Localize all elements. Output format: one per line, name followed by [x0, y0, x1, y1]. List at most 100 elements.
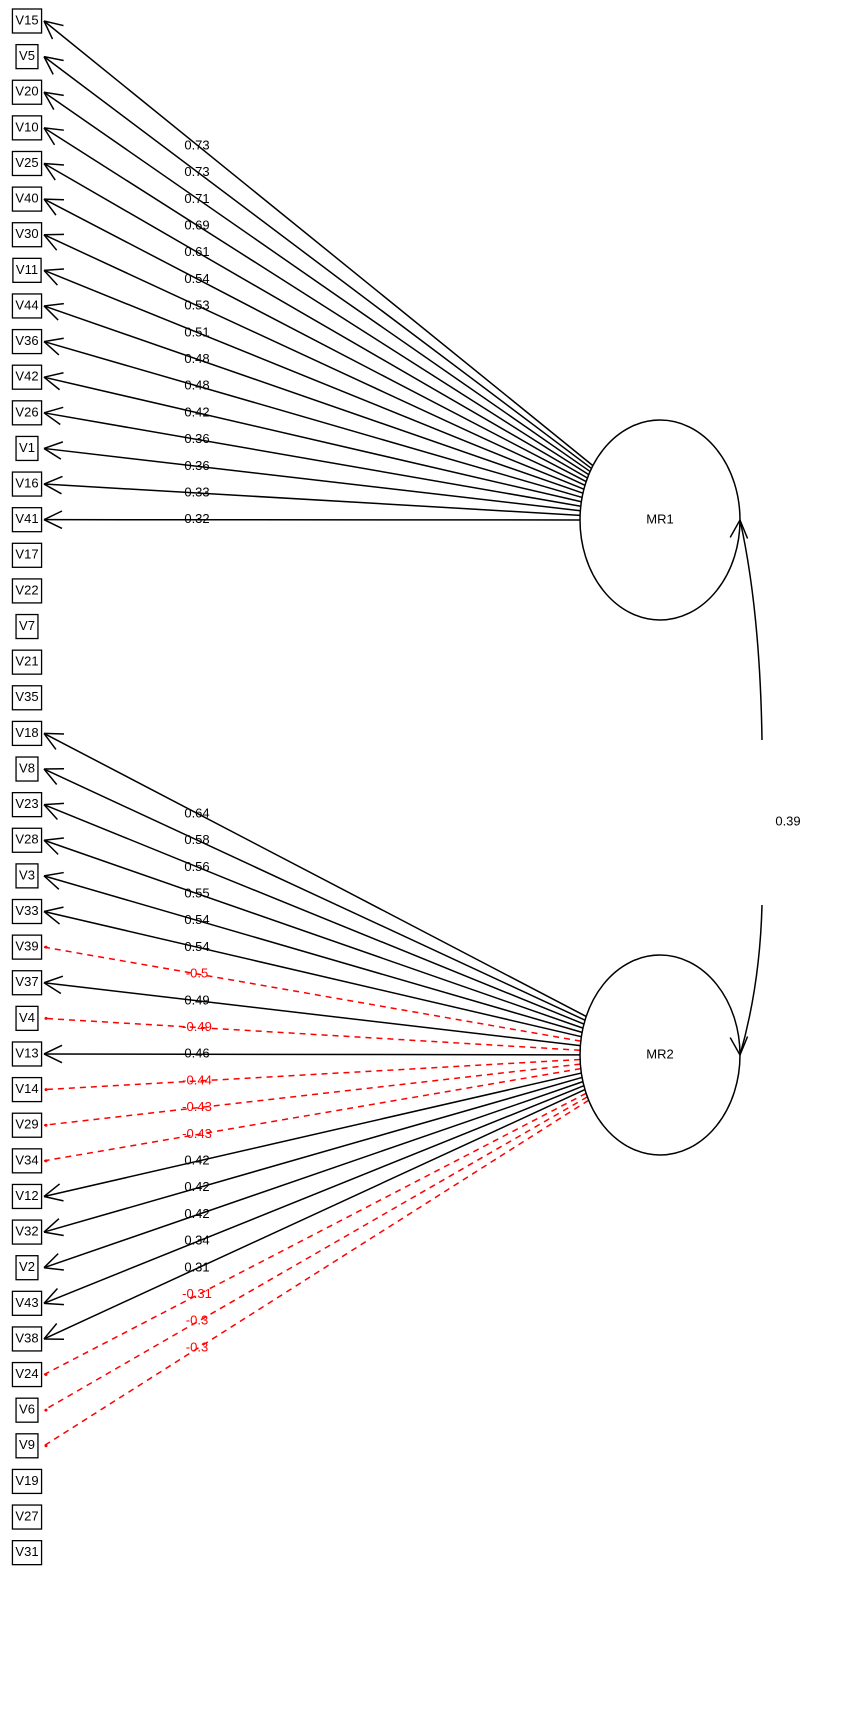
arrow-head	[43, 837, 64, 842]
arrow-head	[43, 1044, 63, 1055]
loading-edge	[43, 56, 592, 470]
loading-edge	[43, 1063, 581, 1126]
variable-label: V29	[15, 1117, 38, 1132]
variable-box	[15, 1005, 39, 1032]
edge-end	[44, 1016, 48, 1020]
variable-label: V3	[19, 867, 35, 882]
arrow-head	[43, 1231, 64, 1237]
variable-box	[11, 898, 43, 925]
variable-label: V5	[19, 48, 35, 63]
loading-label: 0.71	[184, 191, 209, 206]
variable-box	[11, 1219, 43, 1245]
loading-label: 0.58	[184, 832, 209, 847]
edge-end	[44, 945, 48, 949]
loading-edge	[43, 412, 581, 507]
variable-box	[11, 1504, 43, 1530]
loading-label: 0.42	[184, 1153, 209, 1168]
loading-label: -0.43	[182, 1099, 212, 1114]
arrow-head	[43, 732, 65, 735]
arrow-head	[43, 1323, 58, 1340]
loading-label: 0.33	[184, 485, 209, 500]
loading-edge	[43, 1096, 588, 1411]
arrow-head	[43, 1253, 59, 1269]
edge-end	[44, 1444, 48, 1448]
variable-label: V33	[15, 903, 38, 918]
loading-edge	[43, 1088, 586, 1340]
variable-label: V6	[19, 1402, 35, 1417]
loading-edge	[43, 20, 594, 467]
arrow-head	[43, 341, 60, 356]
correlation-edge	[739, 904, 763, 1056]
variable-box	[11, 1076, 43, 1103]
variable-label: V19	[15, 1473, 38, 1488]
factor-label: MR1	[646, 511, 673, 526]
arrow-head	[43, 804, 58, 820]
loading-label: -0.3	[186, 1313, 208, 1328]
variable-label: V11	[16, 262, 38, 277]
arrow-head	[43, 768, 58, 785]
arrow-head	[43, 302, 64, 307]
variable-label: V39	[15, 939, 38, 954]
loading-edge	[43, 376, 582, 503]
variable-box	[11, 1183, 43, 1210]
variable-label: V24	[15, 1366, 38, 1381]
arrow-head	[43, 510, 63, 521]
variable-label: V40	[15, 191, 38, 206]
variable-box	[11, 1290, 43, 1316]
variable-box	[15, 613, 39, 640]
loading-edge	[43, 305, 584, 494]
arrow-head	[43, 91, 55, 111]
loading-edge	[43, 234, 586, 486]
variable-box	[11, 8, 43, 34]
variable-label: V23	[15, 796, 38, 811]
variable-label: V20	[15, 84, 38, 99]
arrow-head	[43, 732, 57, 750]
loading-label: 0.55	[184, 886, 209, 901]
variable-label: V21	[15, 654, 38, 669]
arrow-head	[43, 268, 65, 272]
arrow-head	[43, 56, 54, 75]
variable-box	[15, 435, 39, 462]
variable-box	[11, 471, 43, 497]
loading-edge	[43, 162, 588, 479]
loading-edge	[43, 269, 585, 490]
variable-label: V15	[15, 12, 38, 27]
variable-label: V26	[15, 404, 38, 419]
loading-edge	[43, 839, 584, 1029]
variable-box	[11, 364, 43, 390]
variable-label: V41	[15, 511, 38, 526]
variable-box	[11, 685, 43, 711]
arrow-head	[43, 162, 65, 166]
loading-label: 0.54	[184, 271, 209, 286]
variable-label: V38	[15, 1330, 38, 1345]
arrow-head	[43, 55, 64, 62]
variable-label: V28	[15, 832, 38, 847]
variable-label: V12	[15, 1188, 38, 1203]
loading-edge	[43, 910, 582, 1038]
variable-box	[11, 150, 43, 177]
loading-label: -0.31	[182, 1286, 212, 1301]
variable-box	[15, 1255, 39, 1281]
variable-label: V44	[15, 297, 38, 312]
variable-label: V37	[15, 974, 38, 989]
arrow-head	[43, 269, 58, 286]
loading-label: 0.48	[184, 378, 209, 393]
loading-label: 0.51	[184, 324, 209, 339]
arrow-head	[43, 127, 56, 146]
variable-box	[11, 222, 43, 248]
loading-edge	[43, 803, 585, 1025]
variable-box	[11, 79, 43, 105]
loading-label: 0.61	[184, 244, 209, 259]
variable-label: V31	[15, 1544, 38, 1559]
arrow-head	[43, 305, 59, 321]
arrow-head	[43, 1195, 64, 1202]
arrow-head	[43, 910, 61, 925]
loading-label: 0.46	[184, 1046, 209, 1061]
loading-edge	[43, 732, 587, 1018]
loading-label: 0.64	[184, 805, 209, 820]
loading-label: -0.49	[182, 1019, 212, 1034]
loading-label: 0.73	[184, 164, 209, 179]
edge-end	[44, 1373, 48, 1377]
variable-box	[11, 934, 43, 960]
correlation-label: 0.39	[775, 813, 800, 828]
